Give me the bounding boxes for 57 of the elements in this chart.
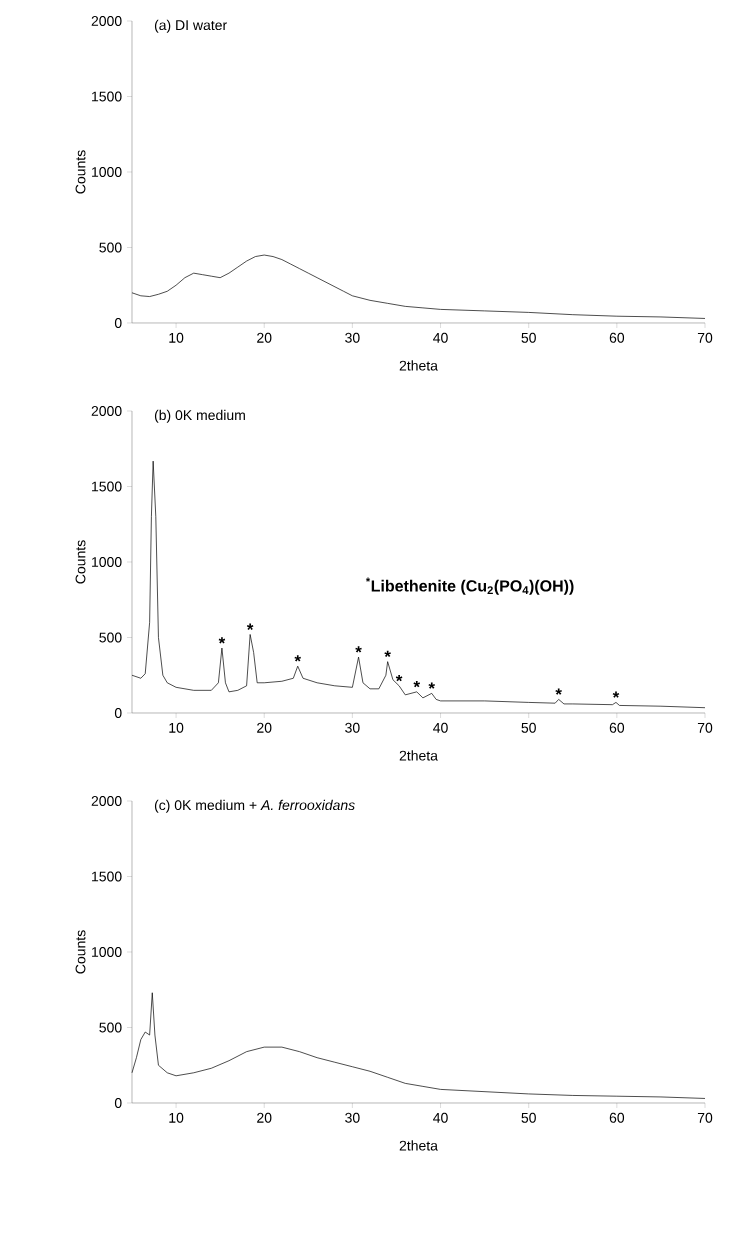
y-tick-label: 1000 [92,557,122,567]
x-tick-label: 60 [609,722,625,733]
x-tick-label: 50 [521,1112,536,1123]
y-tick-label: 1500 [92,481,122,492]
x-tick-label: 30 [345,722,360,733]
y-axis-title: Counts [75,150,86,194]
annotation: * [395,674,403,682]
annotation: * [413,680,421,688]
y-tick-label: 0 [114,318,122,328]
annotation: * [555,688,562,695]
annotation: * [218,637,226,644]
chart-title: (c) 0K medium + A. ferrooxidans [154,799,355,813]
x-tick-label: 60 [609,332,625,343]
x-tick-label: 30 [345,1112,360,1123]
y-tick-label: 500 [99,1022,122,1033]
y-tick-label: 2000 [91,16,122,26]
annotation: * [294,655,302,662]
y-tick-label: 500 [99,242,122,253]
x-tick-label: 40 [433,332,448,343]
x-tick-label: 30 [345,332,360,343]
chart-title: (b) 0K medium [154,409,245,423]
y-tick-label: 1000 [92,947,122,957]
annotation: * [246,623,254,630]
annotation: * [355,646,362,653]
x-tick-label: 60 [609,1112,625,1123]
y-tick-label: 1000 [92,167,122,177]
y-tick-label: 2000 [91,406,122,416]
annotation: * [428,682,436,689]
x-tick-label: 10 [169,722,184,733]
x-tick-label: 10 [169,1112,184,1123]
y-tick-label: 0 [114,1098,122,1108]
line-series [131,460,706,709]
x-tick-label: 50 [521,722,536,733]
x-axis-title: 2theta [399,750,438,761]
x-tick-label: 20 [257,1112,272,1123]
x-tick-label: 70 [697,722,713,733]
annotation: * [384,650,391,658]
y-tick-label: 1500 [92,871,122,882]
y-tick-label: 0 [114,708,122,718]
x-tick-label: 20 [257,722,272,733]
x-axis-title: 2theta [399,1140,438,1151]
y-axis-title: Counts [75,540,86,584]
x-tick-label: 70 [697,1112,713,1123]
x-tick-label: 40 [433,722,448,733]
x-tick-label: 10 [169,332,184,343]
chart-title: (a) DI water [154,19,227,33]
x-tick-label: 20 [257,332,272,343]
y-tick-label: 2000 [91,796,122,806]
annotation: $^{*}$Libethenite (Cu$_{2}$(PO$_{4}$)(OH)) [365,577,574,595]
x-tick-label: 40 [433,1112,448,1123]
y-tick-label: 500 [99,632,122,643]
annotation: * [612,691,620,698]
x-tick-label: 70 [697,332,713,343]
y-axis-title: Counts [75,930,86,974]
x-axis-title: 2theta [399,360,438,371]
x-tick-label: 50 [521,332,536,343]
y-tick-label: 1500 [92,91,122,102]
